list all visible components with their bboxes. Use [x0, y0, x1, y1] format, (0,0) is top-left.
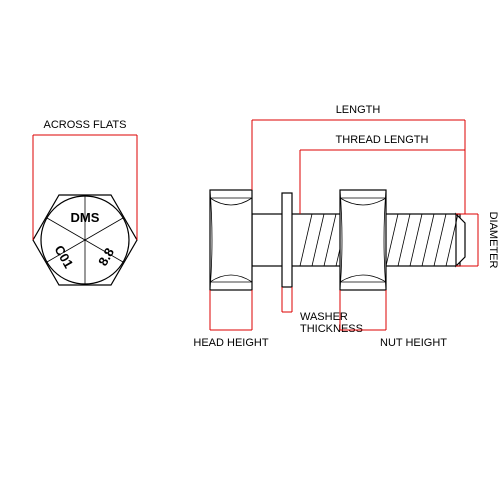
side-view: [210, 190, 465, 290]
bolt-head-side: [210, 190, 252, 290]
label-head-height: HEAD HEIGHT: [193, 337, 268, 349]
dim-nut-height: NUT HEIGHT: [340, 290, 447, 349]
washer: [282, 193, 292, 287]
label-across-flats: ACROSS FLATS: [44, 119, 127, 131]
bolt-diagram: DMS C01 8.8 ACROSS FLATS: [0, 0, 500, 500]
label-thread-length: THREAD LENGTH: [336, 134, 429, 146]
label-length: LENGTH: [336, 104, 381, 116]
label-washer-thickness: WASHER THICKNESS: [300, 311, 363, 335]
dim-washer-thickness: WASHER THICKNESS: [282, 287, 363, 335]
head-mark-top: DMS: [71, 210, 100, 225]
label-nut-height: NUT HEIGHT: [380, 337, 447, 349]
dim-head-height: HEAD HEIGHT: [193, 290, 268, 349]
hex-front-view: DMS C01 8.8: [33, 195, 137, 285]
nut-side: [340, 190, 386, 290]
label-diameter: DIAMETER: [487, 212, 499, 269]
